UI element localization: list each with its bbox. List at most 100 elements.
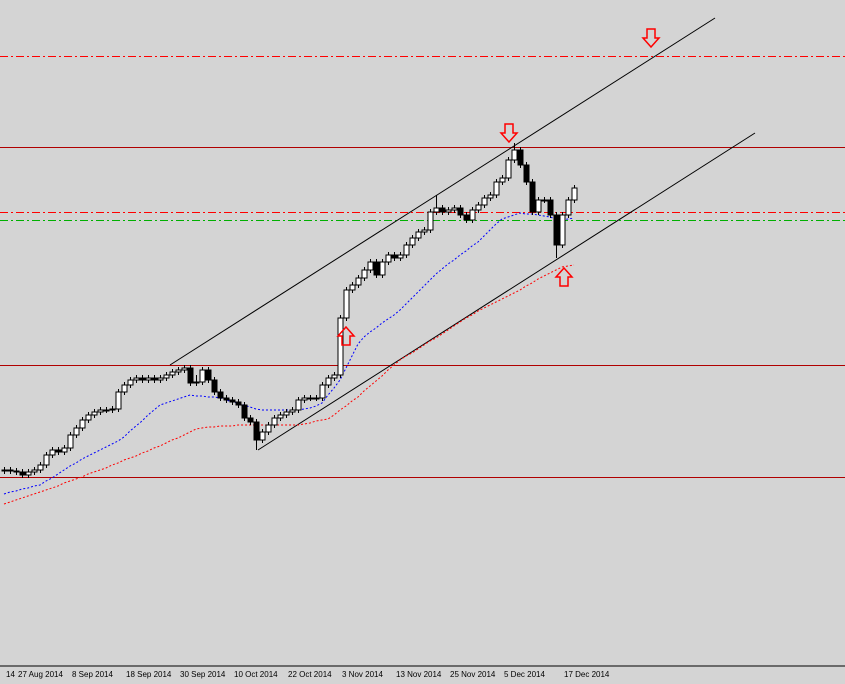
x-tick-label: 30 Sep 2014 [180, 670, 226, 679]
candle-body [115, 391, 122, 410]
candle-body [571, 187, 578, 201]
candle-body [439, 207, 446, 213]
candle-body [313, 397, 320, 400]
up-arrow [554, 266, 574, 287]
candle-body [427, 211, 434, 231]
down-arrow [499, 123, 519, 144]
candle-body [43, 454, 50, 466]
candle-body [559, 214, 566, 246]
candle-body [253, 421, 260, 441]
candle-body [433, 207, 440, 213]
candle-body [25, 471, 32, 476]
candle-body [373, 261, 380, 276]
candle-body [55, 449, 62, 453]
candle-body [541, 199, 548, 202]
x-tick-label: 17 Dec 2014 [564, 670, 610, 679]
candle-body [247, 417, 254, 423]
candle-body [205, 369, 212, 381]
candle-body [97, 409, 104, 413]
moving-average-line [3, 264, 575, 505]
candle-body [217, 391, 224, 399]
candle-body [445, 209, 452, 213]
candle-body [151, 377, 158, 381]
x-tick-label: 14 [6, 670, 15, 679]
candle-body [361, 269, 368, 279]
candle-body [463, 214, 470, 221]
candle-body [415, 231, 422, 239]
candle-body [379, 261, 386, 276]
candle-body [199, 369, 206, 383]
candle-body [409, 237, 416, 246]
candle-body [301, 397, 308, 401]
candle-body [475, 204, 482, 211]
candle-body [175, 369, 182, 373]
candle-body [211, 379, 218, 393]
candle-body [523, 164, 530, 183]
candle-body [169, 371, 176, 376]
x-tick-label: 5 Dec 2014 [504, 670, 545, 679]
candle-body [277, 414, 284, 419]
candle-body [553, 214, 560, 246]
candle-body [241, 404, 248, 419]
candle-body [265, 424, 272, 433]
candle-body [565, 199, 572, 216]
lower-trend-line [257, 132, 756, 451]
x-tick-label: 27 Aug 2014 [18, 670, 63, 679]
x-tick-label: 18 Sep 2014 [126, 670, 172, 679]
candle-body [331, 374, 338, 379]
candle-body [547, 199, 554, 216]
candle-body [529, 181, 536, 213]
candle-body [289, 409, 296, 413]
candle-body [133, 377, 140, 381]
candle-body [91, 411, 98, 416]
candle-body [385, 254, 392, 263]
candle-body [487, 194, 494, 199]
candle-body [355, 277, 362, 286]
candle-body [493, 181, 500, 196]
candle-body [181, 367, 188, 371]
candle-body [505, 159, 512, 179]
x-tick-label: 22 Oct 2014 [288, 670, 332, 679]
candle-body [469, 209, 476, 221]
candle-body [103, 409, 110, 412]
candle-body [349, 284, 356, 291]
candle-body [157, 377, 164, 381]
candle-body [127, 379, 134, 386]
x-tick-label: 8 Sep 2014 [72, 670, 113, 679]
candle-body [7, 469, 14, 472]
candle-body [499, 177, 506, 183]
candle-body [397, 254, 404, 259]
candle-body [319, 384, 326, 399]
upper-trend-line [169, 17, 716, 366]
up-arrow [336, 325, 356, 346]
candle-body [1, 469, 8, 472]
candle-body [229, 399, 236, 403]
candle-body [337, 317, 344, 376]
x-tick-label: 3 Nov 2014 [342, 670, 383, 679]
candle-body [19, 471, 26, 476]
x-tick-label: 25 Nov 2014 [450, 670, 496, 679]
candle-body [49, 449, 56, 456]
candle-body [535, 199, 542, 213]
candle-body [517, 149, 524, 166]
candle-body [187, 367, 194, 384]
candle-body [163, 374, 170, 379]
x-tick-label: 13 Nov 2014 [396, 670, 442, 679]
x-tick-label: 10 Oct 2014 [234, 670, 278, 679]
candle-body [367, 261, 374, 271]
levels [0, 56, 845, 478]
candle-body [421, 229, 428, 233]
candle-body [235, 401, 242, 406]
candle-body [283, 411, 290, 416]
candle-body [145, 377, 152, 381]
candle-body [391, 254, 398, 259]
candle-body [109, 408, 116, 411]
x-axis-labels: 14 27 Aug 2014 8 Sep 2014 18 Sep 2014 30 Sep… [6, 670, 610, 679]
candle-body [31, 469, 38, 473]
candle-body [139, 377, 146, 381]
candles [1, 143, 578, 478]
candle-body [451, 207, 458, 211]
